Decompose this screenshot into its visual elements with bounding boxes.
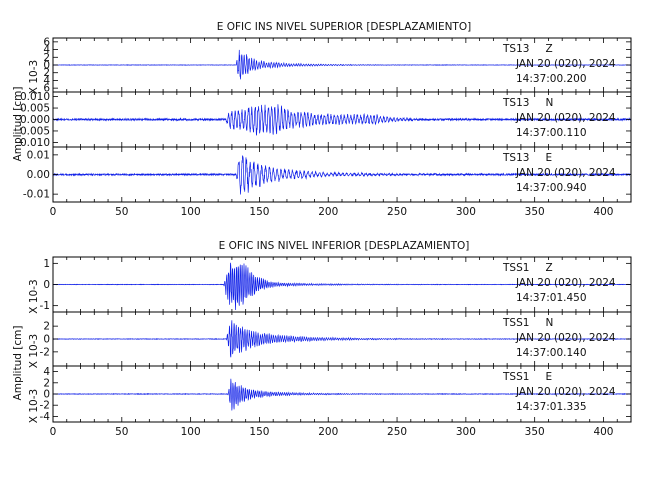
g1-p2-ytick-label: 4: [43, 366, 50, 378]
g0-p1-waveform: [52, 104, 632, 136]
g0-p0-component: Z: [545, 43, 552, 55]
g0-p0-station-label: TS13 Z: [502, 43, 553, 55]
g0-p1-time: 14:37:00.110: [516, 127, 587, 139]
g0-p1-component: N: [545, 97, 553, 109]
g0-xtick-label: 350: [525, 206, 545, 218]
g1-p0-station-label: TSS1 Z: [502, 262, 553, 274]
g0-p0-multiplier: X 10-3: [28, 60, 40, 94]
g0-p0-ytick-label: 4: [43, 75, 50, 87]
g1-p2-station-label: TSS1 E: [502, 371, 552, 383]
g0-xtick-label: 0: [50, 206, 57, 218]
g1-p0-component: Z: [545, 262, 552, 274]
g0-xtick-label: 200: [318, 206, 338, 218]
g0-p2-time: 14:37:00.940: [516, 182, 587, 194]
g1-xtick-label: 0: [50, 426, 57, 438]
g1-p1-ytick-label: 0: [43, 334, 50, 346]
g1-p0-time: 14:37:01.450: [516, 292, 587, 304]
g1-xtick-label: 300: [456, 426, 476, 438]
g1-p1-waveform: [52, 320, 632, 358]
g0-xtick-label: 250: [387, 206, 407, 218]
g1-p0-ytick-label: 0: [43, 279, 50, 291]
g0-p1-ytick-label: 0.000: [20, 114, 50, 126]
g1-p0-ytick-label: 1: [43, 258, 50, 270]
g0-p1-ytick-label: 0.010: [20, 137, 50, 149]
g0-p1-ytick-label: 0.010: [20, 91, 50, 103]
g0-xtick-label: 400: [593, 206, 613, 218]
g0-p0-ytick-label: 2: [43, 52, 50, 64]
g1-p2-ytick-label: -2: [40, 400, 50, 412]
g0-p0-ytick-label: 2: [43, 67, 50, 79]
g0-p0-ytick-label: 6: [43, 83, 50, 95]
g0-p1-ytick-label: 0.005: [20, 103, 50, 115]
g0-p0-date: JAN 20 (020), 2024: [515, 58, 616, 70]
g0-p0-time: 14:37:00.200: [516, 73, 587, 85]
g0-p1-station: TS13: [502, 97, 529, 109]
g1-p2-waveform: [52, 378, 632, 411]
g0-p2-ytick-label: 0.01: [27, 149, 50, 161]
g0-xtick-label: 100: [181, 206, 201, 218]
g1-xtick-label: 350: [525, 426, 545, 438]
g1-p1-station: TSS1: [502, 317, 529, 329]
g0-p2-waveform: [52, 155, 632, 195]
y-axis-label-superior: Amplitud [cm]: [12, 87, 24, 162]
g1-p0-date: JAN 20 (020), 2024: [515, 277, 616, 289]
g1-p1-ytick-label: -2: [40, 346, 50, 358]
g0-p2-station-label: TS13 E: [502, 152, 552, 164]
g1-p1-multiplier: X 10-3: [28, 334, 40, 368]
g1-p2-ytick-label: 2: [43, 377, 50, 389]
g1-p2-component: E: [545, 371, 552, 383]
g1-p1-station-label: TSS1 N: [502, 317, 553, 329]
g1-p2-date: JAN 20 (020), 2024: [515, 386, 616, 398]
g0-p2-date: JAN 20 (020), 2024: [515, 167, 616, 179]
g0-p0-ytick-label: 6: [43, 36, 50, 48]
g1-p1-date: JAN 20 (020), 2024: [515, 332, 616, 344]
g1-p1-ytick-label: 2: [43, 321, 50, 333]
g0-p1-station-label: TS13 N: [502, 97, 553, 109]
g1-xtick-label: 250: [387, 426, 407, 438]
g1-xtick-label: 50: [115, 426, 128, 438]
group-title-inferior: E OFIC INS NIVEL INFERIOR [DESPLAZAMIENT…: [219, 240, 470, 252]
g1-xtick-label: 200: [318, 426, 338, 438]
g1-p2-station: TSS1: [502, 371, 529, 383]
g0-p0-ytick-label: 0: [43, 60, 50, 72]
g1-p1-component: N: [545, 317, 553, 329]
g1-p1-time: 14:37:00.140: [516, 347, 587, 359]
g0-p2-ytick-label: 0.00: [27, 169, 50, 181]
g0-p2-component: E: [545, 152, 552, 164]
g1-p2-multiplier: X 10-3: [28, 389, 40, 423]
g1-p0-ytick-label: -1: [40, 300, 50, 312]
g1-xtick-label: 150: [249, 426, 269, 438]
g0-p0-station: TS13: [502, 43, 529, 55]
g1-xtick-label: 100: [181, 426, 201, 438]
g1-p0-multiplier: X 10-3: [28, 279, 40, 313]
g0-p2-ytick-label: -0.01: [23, 189, 50, 201]
g0-p1-ytick-label: 0.005: [20, 125, 50, 137]
g1-p0-station: TSS1: [502, 262, 529, 274]
g1-p2-time: 14:37:01.335: [516, 401, 587, 413]
g1-p0-waveform: [52, 262, 631, 310]
g1-xtick-label: 400: [593, 426, 613, 438]
g0-p0-waveform: [52, 49, 631, 80]
y-axis-label-inferior: Amplitud [cm]: [12, 326, 24, 401]
g0-p0-ytick-label: 4: [43, 44, 50, 56]
g0-xtick-label: 50: [115, 206, 128, 218]
g0-xtick-label: 300: [456, 206, 476, 218]
g0-p1-date: JAN 20 (020), 2024: [515, 112, 616, 124]
group-title-superior: E OFIC INS NIVEL SUPERIOR [DESPLAZAMIENT…: [217, 21, 471, 33]
g0-xtick-label: 150: [249, 206, 269, 218]
g0-p2-station: TS13: [502, 152, 529, 164]
g1-p2-ytick-label: 0: [43, 389, 50, 401]
g1-p2-ytick-label: -4: [40, 411, 51, 423]
